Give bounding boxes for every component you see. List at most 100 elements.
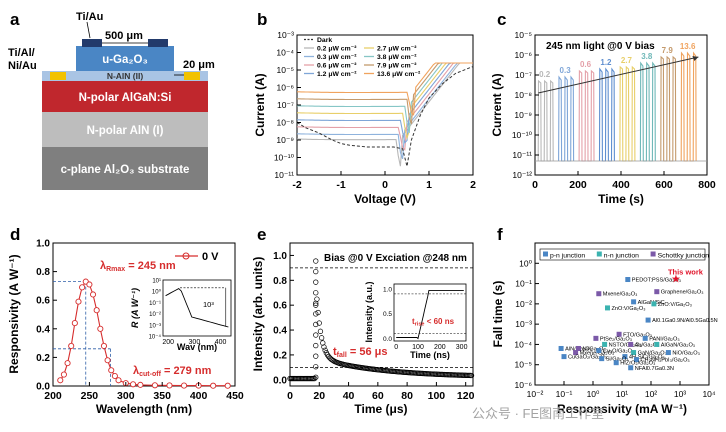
comparison-label: AlGaN/Ga₂O₃ xyxy=(661,342,695,348)
comparison-point xyxy=(622,354,628,360)
inset-y-tick: 0.0 xyxy=(383,336,392,343)
aln-i-layer xyxy=(42,111,208,147)
x-tick-label: 2 xyxy=(470,179,476,191)
watermark: 公众号 · FE图南工作室 xyxy=(472,406,604,421)
plot-d-xlabel: Wavelength (nm) xyxy=(96,402,192,416)
y-tick-label: 10⁻⁸ xyxy=(276,118,294,128)
legend-label: 1.2 μW cm⁻² xyxy=(317,71,357,78)
comparison-point xyxy=(628,365,634,371)
plot-e-inset: 0 100 200 300 0.0 0.5 1.0 xyxy=(383,286,468,351)
plot-d-legend-marker xyxy=(182,252,190,260)
x-tick-label: 10² xyxy=(645,389,657,399)
aln-i-label: N-polar AlN (I) xyxy=(87,125,164,137)
fall-annotation: tfall = 56 μs xyxy=(333,346,387,359)
responsivity-point xyxy=(64,360,71,367)
comparison-label: PtSe₂/Ga₂O₃ xyxy=(600,336,632,342)
comparison-point xyxy=(576,345,581,351)
comparison-label: AlGaN/SiC xyxy=(638,300,665,306)
comparison-label: 4H-SiC/Ga₂O₃ xyxy=(629,355,665,361)
dark-curve xyxy=(296,66,474,167)
responsivity-point xyxy=(108,367,115,374)
responsivity-point xyxy=(89,291,97,298)
legend-label: 2.7 μW cm⁻² xyxy=(377,46,417,53)
inset-y-tick: 10⁻⁴ xyxy=(149,334,162,341)
y-tick-label: 10⁻⁵ xyxy=(515,30,532,40)
x-tick-label: 600 xyxy=(655,179,673,191)
y-tick-label: 10⁻⁶ xyxy=(515,380,532,390)
legend-label: 0.2 μW cm⁻² xyxy=(317,46,357,53)
y-tick-label: 10⁻³ xyxy=(515,319,532,329)
panel-c-letter: c xyxy=(497,10,506,29)
right-contact xyxy=(184,72,200,80)
algan-label: N-polar AlGaN:Si xyxy=(79,92,172,104)
legend-swatch xyxy=(650,251,656,257)
comparison-label: GaN/Ga₂O₃ xyxy=(638,351,667,357)
responsivity-point xyxy=(60,371,67,378)
inset-x-tick: 0 xyxy=(394,344,398,351)
legend-box xyxy=(539,248,706,261)
x-tick-label: 10⁰ xyxy=(587,389,600,399)
responsivity-point xyxy=(57,377,64,384)
photo-curve xyxy=(297,62,473,140)
legend-swatch xyxy=(543,251,548,257)
ga2o3-label: u-Ga₂O₃ xyxy=(102,54,148,66)
x-tick-label: 200 xyxy=(44,390,62,402)
plot-f-legend: p-n junction n-n junction Schottky junctio… xyxy=(539,248,709,261)
comparison-label: NiO/Ga₂O₃ xyxy=(672,351,699,357)
decay-point xyxy=(313,353,319,359)
comparison-point xyxy=(665,350,671,356)
y-tick-label: 0.6 xyxy=(273,301,287,312)
y-tick-label: 0.4 xyxy=(273,326,287,337)
responsivity-point xyxy=(68,342,75,350)
inset-x-tick: 100 xyxy=(412,344,424,351)
pulse-train xyxy=(598,67,615,162)
comparison-label: Ni/Ga₂O₃ xyxy=(583,346,606,352)
inset-x-tick: 300 xyxy=(456,344,468,351)
y-tick-label: 10⁻¹ xyxy=(515,279,532,289)
inset-x-tick: 300 xyxy=(189,339,201,346)
responsivity-point xyxy=(86,281,93,288)
this-work-label: This work xyxy=(668,268,704,277)
comparison-point xyxy=(599,356,605,362)
rmax-annotation: λRmax = 245 nm xyxy=(100,260,176,273)
decay-point xyxy=(313,268,319,275)
responsivity-point xyxy=(93,307,100,314)
decay-point xyxy=(313,342,319,349)
y-tick-label: 0.0 xyxy=(273,375,287,386)
photo-curve xyxy=(297,62,473,116)
comparison-point xyxy=(596,291,602,297)
decay-point xyxy=(316,320,322,326)
y-tick-label: 1.0 xyxy=(273,251,287,262)
comparison-point xyxy=(558,345,564,351)
top-contact-label: Ti/Au xyxy=(76,11,103,23)
responsivity-point xyxy=(166,382,173,389)
legend-label: 0.3 μW cm⁻² xyxy=(317,54,357,61)
comparison-point xyxy=(593,335,599,341)
x-tick-label: 0 xyxy=(382,179,388,191)
y-tick-label: 0.2 xyxy=(273,350,287,361)
pulse-label: 7.9 xyxy=(662,46,674,55)
ga2o3-layer xyxy=(76,46,174,71)
cutoff-annotation: λcut-off = 279 nm xyxy=(133,365,212,378)
y-tick-label: 0.2 xyxy=(36,353,50,364)
x-tick-label: 300 xyxy=(117,390,135,402)
plot-d-guides xyxy=(53,281,111,386)
rise-value: < 60 ns xyxy=(424,317,454,326)
comparison-point xyxy=(645,317,651,323)
decay-point xyxy=(315,309,321,316)
plot-e-ticks: 0 20 40 60 80 100 120 0.0 0.2 0.4 0.6 0.8 1.0 xyxy=(273,251,474,402)
responsivity-point xyxy=(137,381,144,388)
x-tick-label: 10⁻² xyxy=(527,389,544,399)
rmax-prefix: λ xyxy=(100,260,106,272)
pulse-label: 0.2 xyxy=(539,70,551,79)
legend-label: Dark xyxy=(317,37,332,44)
comparison-label: ZnO:V/Ga₂O₃ xyxy=(612,306,646,312)
inset-x-tick: 200 xyxy=(162,339,174,346)
top-contact xyxy=(82,39,102,47)
plot-d-curve xyxy=(57,278,231,389)
comparison-point xyxy=(613,360,619,366)
left-contact xyxy=(50,72,66,80)
decay-point xyxy=(317,328,324,334)
plot-b-ylabel: Current (A) xyxy=(253,73,267,136)
x-tick-label: 400 xyxy=(190,390,208,402)
